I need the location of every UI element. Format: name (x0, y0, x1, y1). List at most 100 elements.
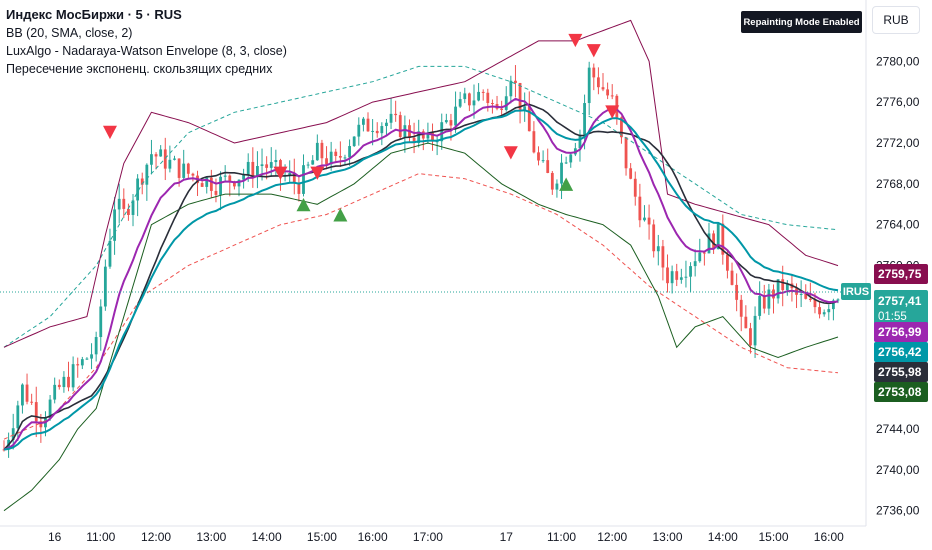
candle-body (546, 160, 550, 173)
candle-body (758, 295, 762, 316)
x-tick-label: 11:00 (547, 530, 576, 544)
price-label-ema-slow: 2756,42 (874, 342, 928, 362)
candle-body (500, 108, 504, 110)
candle-body (131, 200, 135, 215)
y-tick-label: 2776,00 (876, 95, 920, 109)
candle-body (684, 276, 688, 278)
candle-body (435, 141, 439, 143)
candle-body (80, 359, 84, 366)
price-label-bb-upper: 2759,75 (874, 264, 928, 284)
candle-body (260, 164, 264, 166)
candle-body (62, 376, 66, 388)
candle-body (647, 217, 651, 225)
candle-body (25, 384, 29, 402)
candle-body (486, 92, 490, 104)
candle-body (232, 181, 236, 187)
candle-body (362, 118, 365, 125)
candle-body (818, 307, 821, 315)
candle-body (209, 177, 213, 191)
candle-body (11, 428, 15, 440)
candle-body (352, 136, 356, 147)
candle-body (444, 120, 448, 123)
candle-body (481, 91, 485, 93)
candle-body (836, 299, 840, 301)
candle-body (205, 177, 209, 187)
candle-body (288, 173, 292, 175)
sell-signal-marker (273, 166, 288, 180)
y-tick-label: 2768,00 (876, 177, 920, 191)
sell-signal-marker (503, 146, 518, 160)
candle-body (320, 142, 324, 159)
nw-envelope-upper (3, 65, 839, 348)
candle-body (297, 182, 301, 194)
candle-body (219, 176, 222, 195)
price-label-bb-lower: 2753,08 (874, 382, 928, 402)
candle-body (620, 117, 623, 138)
candle-body (394, 113, 398, 116)
candle-body (735, 284, 739, 300)
candle-body (371, 130, 375, 132)
candle-body (334, 151, 338, 156)
x-tick-label: 12:00 (141, 530, 171, 544)
candle-body (159, 149, 163, 157)
candle-body (228, 175, 232, 182)
candle-body (813, 299, 817, 308)
candle-body (472, 100, 476, 106)
candle-body (449, 120, 453, 126)
candle-body (781, 279, 785, 291)
candle-body (712, 233, 715, 250)
sell-signal-marker (586, 44, 601, 58)
x-tick-label: 14:00 (252, 530, 282, 544)
candle-body (150, 154, 153, 165)
bar-countdown: 01:55 (878, 311, 907, 323)
candle-body (514, 80, 517, 83)
bb-upper-band (3, 19, 839, 348)
candle-body (21, 384, 24, 406)
indicator-ema-cross[interactable]: Пересечение экспоненц. скользящих средни… (6, 62, 273, 76)
x-tick-label: 15:00 (758, 530, 788, 544)
buy-signal-marker (296, 197, 311, 212)
buy-signal-marker (559, 177, 574, 191)
candle-body (675, 271, 679, 280)
candle-body (831, 300, 835, 310)
x-tick-label: 16 (48, 530, 62, 544)
candle-body (343, 157, 347, 159)
candle-body (177, 158, 181, 178)
sell-signal-marker (102, 125, 117, 140)
candle-body (772, 289, 775, 299)
x-tick-label: 13:00 (652, 530, 682, 544)
candle-body (527, 106, 531, 132)
candle-body (306, 164, 310, 166)
candle-body (679, 277, 683, 280)
candle-body (237, 179, 241, 187)
candle-body (417, 131, 421, 143)
currency-button[interactable]: RUB (872, 6, 920, 34)
candle-body (693, 261, 697, 267)
candle-body (596, 77, 600, 88)
candle-body (265, 164, 269, 168)
candle-body (726, 254, 729, 271)
candle-body (154, 154, 158, 157)
indicator-nw-envelope[interactable]: LuxAlgo - Nadaraya-Watson Envelope (8, 3… (6, 44, 287, 58)
y-tick-label: 2772,00 (876, 136, 920, 150)
candle-body (127, 208, 130, 215)
candle-body (329, 151, 333, 165)
sell-signal-marker (568, 33, 583, 48)
candle-body (53, 384, 57, 400)
candle-body (610, 95, 614, 97)
candle-body (348, 146, 351, 158)
candle-body (629, 168, 633, 179)
candle-body (463, 93, 467, 100)
candle-body (689, 266, 692, 277)
price-label-bb-basis: 2755,98 (874, 362, 928, 382)
y-tick-label: 2780,00 (876, 54, 920, 68)
symbol-title[interactable]: Индекс МосБиржи · 5 · RUS (6, 7, 182, 22)
candle-body (440, 122, 444, 142)
indicator-bb[interactable]: BB (20, SMA, close, 2) (6, 26, 133, 40)
candle-body (587, 67, 591, 104)
candle-body (173, 158, 176, 160)
candle-body (145, 164, 149, 185)
candle-body (85, 358, 89, 360)
candle-body (560, 162, 563, 184)
